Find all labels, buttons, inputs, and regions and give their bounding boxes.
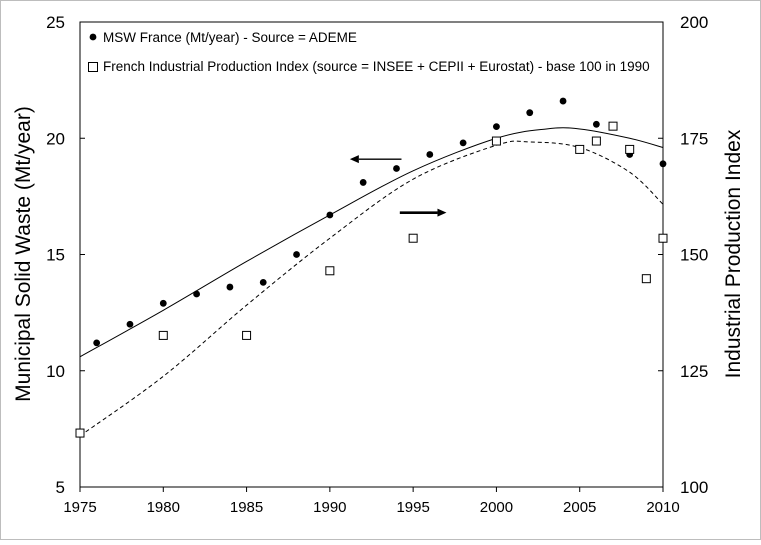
msw-data-point [193,290,201,298]
msw-data-point [159,299,167,307]
msw-data-point [226,283,234,291]
msw-data-point [526,109,534,117]
msw-data-point [326,211,334,219]
legend-label-ipi: French Industrial Production Index (sour… [103,59,650,74]
y-right-tick-label: 150 [680,246,708,265]
arrow-head [437,208,447,217]
legend-marker-ipi [88,62,98,72]
arrow-head [349,155,359,164]
x-tick-label: 1980 [147,499,180,516]
y-left-axis-label: Municipal Solid Waste (Mt/year) [12,106,35,402]
industrial-index-data-point [625,144,635,154]
y-right-tick-label: 100 [680,478,708,497]
x-tick-label: 1995 [396,499,429,516]
x-tick-label: 2000 [480,499,513,516]
msw-data-point [393,165,400,172]
industrial-index-data-point [608,121,618,131]
x-tick-label: 2010 [646,499,679,516]
industrial-index-data-point [408,233,418,243]
x-tick-label: 2005 [563,499,596,516]
y-left-tick-label: 25 [46,13,65,32]
legend-marker-msw [89,33,97,41]
industrial-index-data-point [591,136,601,146]
legend: MSW France (Mt/year) - Source = ADEME Fr… [88,30,650,74]
y-left-tick-label: 5 [56,478,65,497]
msw-data-point [559,97,567,105]
industrial-index-data-point [242,330,252,340]
industrial-index-data-point [491,136,501,146]
msw-data-point [493,123,500,131]
msw-data-point [293,251,300,258]
msw-data-point [459,139,467,147]
msw-data-point [93,339,101,347]
industrial-index-data-point [575,144,585,154]
annotations [349,155,447,217]
msw-data-point [126,320,134,328]
industrial-index-data-point [658,233,668,243]
msw-data-point [592,120,600,128]
y-left-tick-label: 20 [46,129,65,148]
industrial-index-data-point [158,330,168,340]
axes: 1975 1980 1985 1990 1995 2000 2005 2010 5 10 15 20 2… [46,13,708,516]
industrial-index-data-point [75,428,85,438]
industrial-index-data-point [325,266,335,276]
industrial-index-data-point [641,274,651,284]
x-tick-label: 1990 [313,499,346,516]
y-right-tick-label: 125 [680,362,708,381]
y-left-tick-label: 10 [46,362,65,381]
y-right-axis-label: Industrial Production Index [722,129,745,378]
msw-data-point [659,160,667,168]
y-right-tick-label: 200 [680,13,708,32]
data-series [75,97,668,438]
y-left-tick-label: 15 [46,246,65,265]
y-right-tick-label: 175 [680,129,708,148]
msw-data-point [259,279,267,286]
x-tick-label: 1975 [63,499,96,516]
trend-line-industrial-index [79,140,664,437]
legend-label-msw: MSW France (Mt/year) - Source = ADEME [103,30,357,45]
x-tick-label: 1985 [230,499,263,516]
msw-data-point [359,179,367,186]
msw-data-point [426,151,434,158]
